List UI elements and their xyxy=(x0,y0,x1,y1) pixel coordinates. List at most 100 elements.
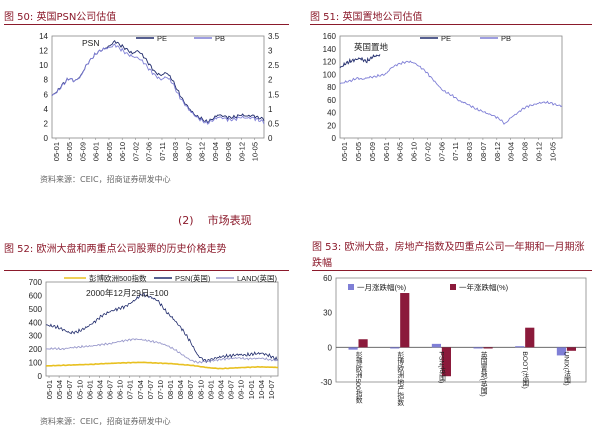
y-tick-label: 40 xyxy=(327,109,336,118)
y-tick-label: 14 xyxy=(39,32,48,41)
x-tick-label: 05-07 xyxy=(65,380,74,399)
y-tick-label: 160 xyxy=(323,32,337,41)
fig53-rule xyxy=(312,270,592,271)
y-tick-label: 200 xyxy=(29,345,43,354)
y-tick-label: 12 xyxy=(39,47,48,56)
legend-month-swatch xyxy=(348,284,354,290)
x-tick-label: 07-07 xyxy=(146,380,155,399)
x-tick-label: 10-05 xyxy=(548,142,557,161)
x-tick-label: 08-07 xyxy=(186,380,195,399)
x-tick-label: 06-10 xyxy=(116,380,125,399)
x-tick-label: 08-03 xyxy=(465,142,474,161)
y2-tick-label: 3 xyxy=(268,47,273,56)
x-tick-label: 08-07 xyxy=(184,142,193,161)
x-tick-label: 09-04 xyxy=(211,142,220,161)
y2-tick-label: 0 xyxy=(268,134,273,143)
inset-label: 英国置地 xyxy=(354,42,389,52)
plot-frame xyxy=(335,277,587,383)
x-tick-label: 07-06 xyxy=(437,142,446,161)
x-tick-label: 08-12 xyxy=(198,142,207,161)
x-tick-label: 06-05 xyxy=(396,142,405,161)
x-tick-label: 09-12 xyxy=(534,142,543,161)
inset-label: PSN xyxy=(82,38,99,48)
x-tick-label: 05-01 xyxy=(52,142,61,161)
x-tick-label: 09-04 xyxy=(217,380,226,399)
plot-frame xyxy=(45,281,279,377)
y-tick-label: 6 xyxy=(44,90,49,99)
x-tick-label: 06-10 xyxy=(118,142,127,161)
fig51-chart: 0 20 40 60 80 100 120 140 160 05-01 05-05 05-09 06-0… xyxy=(323,32,563,161)
y-tick-label: 0 xyxy=(38,372,43,381)
fig50-chart: 0 2 4 6 8 10 12 14 0 0.5 1 1.5 2 2.5 3 3.5 05-01 05-05 05-… xyxy=(39,32,280,161)
y-tick-label: 500 xyxy=(29,305,43,314)
y-tick-label: 0 xyxy=(44,134,49,143)
legend-psn-label: PSN(英国) xyxy=(175,273,211,283)
legend-land-label: LAND(英国) xyxy=(237,273,278,283)
y-tick-label: 0 xyxy=(332,134,337,143)
bar-0-0 xyxy=(348,347,358,350)
x-tick-label: 06-04 xyxy=(95,380,104,399)
x-tick-label: 06-01 xyxy=(382,142,391,161)
x-category-label: PSN(英国) xyxy=(438,351,446,383)
series-line-PB xyxy=(339,60,563,125)
x-tick-label: 10-07 xyxy=(267,380,276,399)
bar-0-3 xyxy=(473,347,483,349)
section-heading: (2) 市场表现 xyxy=(178,212,252,228)
y-tick-label: 700 xyxy=(29,278,43,287)
y-tick-label: 600 xyxy=(29,291,43,300)
y-tick-label: 300 xyxy=(29,332,43,341)
x-tick-label: 09-04 xyxy=(507,142,516,161)
fig53-chart: -30 0 30 60 彭博欧洲500指数 彭博欧洲地产指数 PSN(英国) 英国置地(英国)… xyxy=(320,274,587,407)
bar-0-2 xyxy=(431,343,441,348)
source-bottom: 资料来源：CEIC，招商证券研发中心 xyxy=(40,417,171,426)
y-tick-label: 2 xyxy=(44,119,49,128)
x-tick-label: 07-02 xyxy=(423,142,432,161)
y2-tick-label: 3.5 xyxy=(268,32,280,41)
y2-tick-label: 2.5 xyxy=(268,61,280,70)
bar-0-4 xyxy=(515,346,525,348)
x-tick-label: 08-01 xyxy=(166,380,175,399)
fig52-rule xyxy=(4,270,289,271)
series-line-彭博欧洲500指数 xyxy=(45,361,279,370)
fig52-title: 图 52: 欧洲大盘和两重点公司股票的历史价格走势 xyxy=(4,244,227,255)
y-tick-label: 140 xyxy=(323,45,337,54)
x-tick-label: 10-04 xyxy=(257,380,266,399)
x-tick-label: 07-02 xyxy=(131,142,140,161)
x-tick-label: 08-03 xyxy=(171,142,180,161)
bar-1-3 xyxy=(483,347,493,349)
y2-tick-label: 0.5 xyxy=(268,119,280,128)
x-tick-label: 06-05 xyxy=(105,142,114,161)
x-tick-label: 05-04 xyxy=(55,380,64,399)
x-tick-label: 05-05 xyxy=(65,142,74,161)
x-tick-label: 09-12 xyxy=(237,142,246,161)
x-tick-label: 08-04 xyxy=(176,380,185,399)
bar-1-4 xyxy=(525,327,535,348)
legend-pb-label: PB xyxy=(501,34,511,43)
x-tick-label: 06-10 xyxy=(410,142,419,161)
plot-frame xyxy=(339,35,563,139)
x-tick-label: 10-01 xyxy=(247,380,256,399)
y-tick-label: 60 xyxy=(323,274,332,283)
y-tick-label: 0 xyxy=(328,343,333,352)
legend-year-label: 一年涨跌幅(%) xyxy=(459,282,509,292)
y2-tick-label: 1.5 xyxy=(268,90,280,99)
y-tick-label: 8 xyxy=(44,76,49,85)
fig51-rule xyxy=(310,24,592,25)
legend-pe-label: PE xyxy=(157,34,167,43)
bar-1-0 xyxy=(358,339,368,348)
legend-month-label: 一月涨跌幅(%) xyxy=(357,282,407,292)
x-tick-label: 07-01 xyxy=(126,380,135,399)
legend-year-swatch xyxy=(450,284,456,290)
x-tick-label: 05-01 xyxy=(340,142,349,161)
x-tick-label: 06-01 xyxy=(92,142,101,161)
y-tick-label: 4 xyxy=(44,105,49,114)
x-tick-label: 07-10 xyxy=(156,380,165,399)
bar-0-5 xyxy=(556,347,566,356)
x-tick-label: 09-10 xyxy=(237,380,246,399)
x-category-label: 彭博欧洲500指数 xyxy=(354,350,362,404)
y2-tick-label: 2 xyxy=(268,76,273,85)
y-tick-label: 10 xyxy=(39,61,48,70)
section-number: (2) xyxy=(178,214,194,227)
x-tick-label: 07-06 xyxy=(145,142,154,161)
y-tick-label: -30 xyxy=(320,378,332,387)
